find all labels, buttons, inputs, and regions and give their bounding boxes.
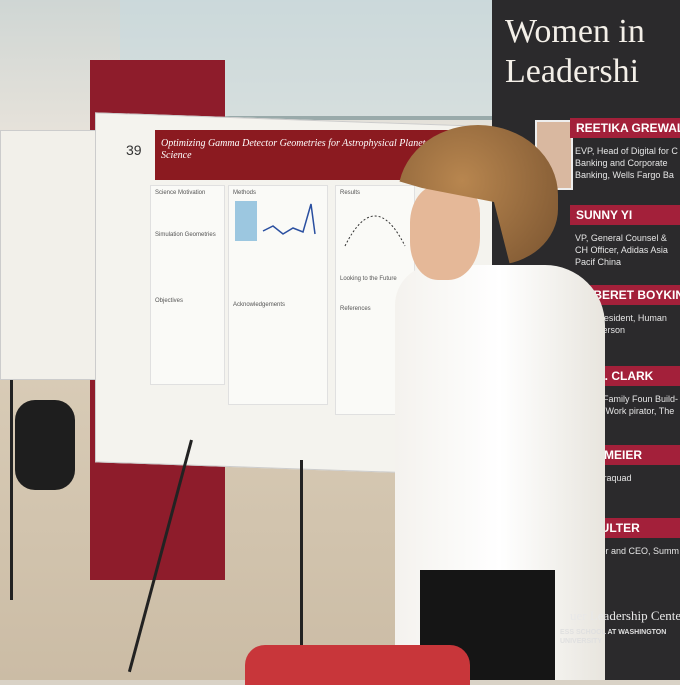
center-logo-text: uer Leadership Center <box>570 608 680 623</box>
poster-column-1: Science Motivation Simulation Geometries… <box>150 185 225 385</box>
speaker-name: SUNNY YI <box>570 205 680 225</box>
section-heading: Science Motivation <box>155 190 206 196</box>
center-subtitle: ESS SCHOOL AT WASHINGTON UNIVERSITY <box>560 629 667 645</box>
section-heading: Methods <box>233 190 257 196</box>
section-heading: Acknowledgements <box>233 302 286 308</box>
person-face <box>410 185 480 280</box>
section-heading: Simulation Geometries <box>155 232 216 238</box>
banner-title-line: Women in <box>505 13 645 50</box>
red-chair <box>245 645 470 685</box>
speaker-role: EVP, Head of Digital for C Banking and C… <box>575 146 678 180</box>
section-heading: Looking to the Future <box>340 276 397 282</box>
section-heading: Objectives <box>155 298 184 304</box>
easel-leg <box>10 380 13 600</box>
banner-title-line: Leadershi <box>505 53 640 90</box>
speaker-name: REETIKA GREWAL <box>570 118 680 138</box>
section-heading: Results <box>340 190 361 196</box>
speaker-role: Founder and CEO, Summ <box>575 546 680 556</box>
backpack <box>15 400 75 490</box>
easel-leg <box>300 460 303 660</box>
banner-title: Women in Leadershi <box>505 12 645 92</box>
results-plot <box>344 215 406 247</box>
section-heading: References <box>340 306 371 312</box>
poster-column-2: Methods Acknowledgements <box>228 185 328 405</box>
poster-number: 39 <box>126 142 142 158</box>
spectrum-plot <box>235 201 316 241</box>
speaker-role: VP, General Counsel & CH Officer, Adidas… <box>575 233 668 267</box>
